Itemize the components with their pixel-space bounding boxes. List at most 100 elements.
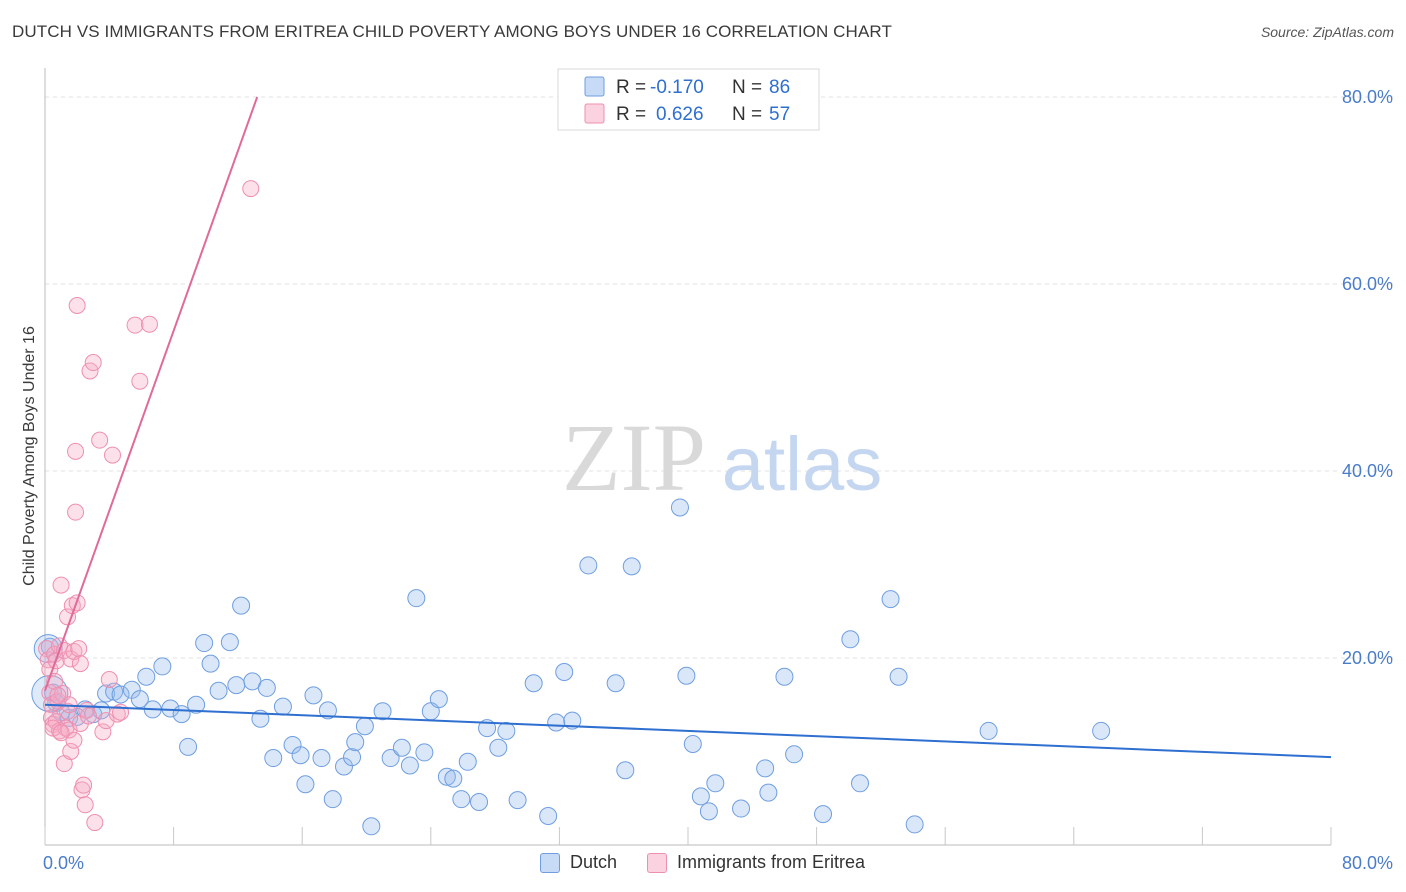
eritrea-point <box>140 315 158 333</box>
dutch-trend-line <box>44 703 1332 759</box>
eritrea-point <box>65 731 83 749</box>
dutch-point <box>759 783 778 802</box>
axes <box>44 68 1332 846</box>
eritrea-point <box>86 814 104 832</box>
dutch-point <box>187 695 206 714</box>
dutch-point <box>691 787 710 806</box>
dutch-point <box>524 674 543 693</box>
dutch-point <box>775 667 794 686</box>
correlation-legend: R = -0.170 N = 86 R = 0.626 N = 57 <box>557 68 820 131</box>
dutch-point <box>470 792 489 811</box>
dutch-point <box>547 713 566 732</box>
eritrea-point <box>44 719 62 737</box>
eritrea-point <box>59 702 77 720</box>
dutch-point <box>851 774 870 793</box>
trend-lines <box>44 96 1332 759</box>
chart-title: DUTCH VS IMMIGRANTS FROM ERITREA CHILD P… <box>12 22 892 41</box>
eritrea-swatch <box>647 852 668 873</box>
eritrea-point <box>49 686 67 704</box>
source-credit: Source: ZipAtlas.com <box>1260 24 1394 40</box>
legend-r-label: R = <box>616 77 646 98</box>
eritrea-point <box>242 180 260 198</box>
legend-r-value-eritrea: 0.626 <box>656 104 704 125</box>
dutch-point <box>539 807 558 826</box>
eritrea-point <box>91 431 109 449</box>
dutch-point <box>232 596 251 615</box>
series-legend: Dutch Immigrants from Eritrea <box>540 852 865 873</box>
dutch-point <box>841 630 860 649</box>
dutch-point <box>179 737 198 756</box>
dutch-point <box>706 774 725 793</box>
legend-swatch-dutch <box>584 76 605 97</box>
eritrea-point <box>79 707 97 725</box>
dutch-point <box>195 634 214 653</box>
dutch-point <box>153 657 172 676</box>
eritrea-points <box>38 180 260 832</box>
dutch-point <box>323 790 342 809</box>
eritrea-point <box>94 723 112 741</box>
dutch-point <box>606 674 625 693</box>
dutch-point <box>881 590 900 609</box>
eritrea-point <box>76 796 94 814</box>
dutch-point <box>291 746 310 765</box>
dutch-point <box>111 685 130 704</box>
dutch-swatch <box>540 852 560 873</box>
tick-labels: 20.0% 40.0% 60.0% 80.0% 0.0% 80.0% <box>43 87 1393 873</box>
watermark: ZIP atlas <box>562 404 882 511</box>
dutch-point <box>296 775 315 794</box>
dutch-point <box>209 681 228 700</box>
y-tick-label: 40.0% <box>1342 461 1393 481</box>
eritrea-point <box>126 316 144 334</box>
eritrea-point <box>62 743 80 760</box>
dutch-point <box>373 702 392 721</box>
dutch-point <box>429 690 448 709</box>
dutch-point <box>273 697 292 716</box>
dutch-point <box>497 721 516 740</box>
eritrea-trend-line <box>44 96 259 692</box>
legend-r-value-dutch: -0.170 <box>650 77 704 98</box>
dutch-point <box>458 752 477 771</box>
dutch-point <box>452 790 471 809</box>
y-tick-label: 80.0% <box>1342 87 1393 107</box>
legend-n-value-dutch: 86 <box>769 77 790 98</box>
legend-n-label: N = <box>732 77 762 98</box>
legend-item-eritrea[interactable]: Immigrants from Eritrea <box>647 852 865 873</box>
dutch-point <box>343 748 362 767</box>
eritrea-label: Immigrants from Eritrea <box>677 852 866 872</box>
dutch-point <box>979 721 998 740</box>
x-tick-label: 0.0% <box>43 853 84 873</box>
dutch-point <box>318 701 337 720</box>
dutch-point <box>137 667 156 686</box>
dutch-point <box>670 498 689 517</box>
y-tick-label: 60.0% <box>1342 274 1393 294</box>
dutch-point <box>346 733 365 752</box>
dutch-point <box>362 817 381 836</box>
dutch-points <box>31 498 1111 836</box>
dutch-point <box>172 705 191 724</box>
x-tick-label: 80.0% <box>1342 853 1393 873</box>
eritrea-point <box>75 776 93 794</box>
dutch-point <box>392 738 411 757</box>
legend-r-label: R = <box>616 104 646 125</box>
dutch-point <box>312 749 331 768</box>
dutch-point <box>407 589 426 608</box>
dutch-point <box>732 799 751 818</box>
dutch-label: Dutch <box>570 852 618 872</box>
dutch-point <box>381 749 400 768</box>
dutch-point <box>756 759 775 778</box>
y-tick-label: 20.0% <box>1342 648 1393 668</box>
legend-item-dutch[interactable]: Dutch <box>540 852 617 873</box>
dutch-point <box>616 761 635 780</box>
dutch-point <box>264 749 283 768</box>
dutch-point <box>889 667 908 686</box>
eritrea-point <box>131 372 149 390</box>
dutch-point <box>563 711 582 730</box>
eritrea-point <box>52 724 70 742</box>
legend-n-label: N = <box>732 104 762 125</box>
dutch-point <box>579 556 598 575</box>
legend-n-value-eritrea: 57 <box>769 104 790 125</box>
dutch-point <box>220 633 239 652</box>
eritrea-point <box>71 655 89 673</box>
dutch-point <box>677 666 696 685</box>
eritrea-point <box>67 442 85 460</box>
